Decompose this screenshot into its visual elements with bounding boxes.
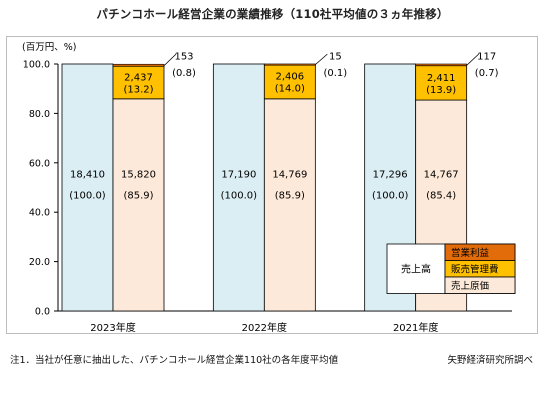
- revenue-pct-label: (100.0): [69, 191, 106, 202]
- legend-item-label: 売上原価: [451, 280, 490, 292]
- profit-value-label: 117: [477, 52, 496, 63]
- revenue-pct-label: (100.0): [372, 191, 409, 202]
- chart-frame: [6, 36, 538, 334]
- cost-value-label: 14,769: [272, 170, 307, 181]
- footnote: 注1．当社が任意に抽出した、パチンコホール経営企業110社の各年度平均値: [10, 355, 339, 366]
- cost-value-label: 15,820: [121, 170, 156, 181]
- cost-bar: [263, 98, 316, 312]
- y-tick-label: 0.0: [35, 307, 50, 318]
- chart-title: パチンコホール経営企業の業績推移（110社平均値の３ヵ年推移）: [96, 7, 449, 21]
- y-tick-label: 40.0: [29, 208, 50, 219]
- sga-pct-label: (13.9): [426, 85, 456, 96]
- sga-bar: [415, 65, 468, 101]
- profit-value-label: 153: [174, 52, 193, 63]
- profit-leader-line: [163, 53, 177, 67]
- sga-pct-label: (14.0): [275, 84, 305, 95]
- cost-pct-label: (85.4): [426, 191, 456, 202]
- x-category-label: 2023年度: [90, 321, 135, 334]
- profit-leader-line: [466, 53, 479, 66]
- sga-value-label: 2,406: [276, 72, 305, 83]
- sga-value-label: 2,437: [124, 73, 153, 84]
- source-note: 矢野経済研究所調べ: [447, 355, 533, 366]
- revenue-value-label: 17,296: [373, 170, 408, 181]
- y-tick-label: 100.0: [23, 60, 50, 71]
- cost-pct-label: (85.9): [123, 191, 153, 202]
- sga-value-label: 2,411: [427, 73, 456, 84]
- profit-pct-label: (0.8): [172, 68, 196, 79]
- legend-group-label: 売上高: [401, 262, 431, 275]
- x-category-label: 2022年度: [242, 321, 287, 334]
- sga-pct-label: (13.2): [123, 85, 153, 96]
- cost-bar: [112, 98, 165, 312]
- profit-pct-label: (0.1): [323, 68, 347, 79]
- profit-value-label: 15: [329, 52, 342, 63]
- unit-label: (百万円、%): [22, 42, 76, 53]
- y-tick-label: 80.0: [29, 109, 50, 120]
- profit-bar: [112, 63, 165, 67]
- cost-pct-label: (85.9): [275, 191, 305, 202]
- cost-value-label: 14,767: [424, 170, 459, 181]
- profit-bar: [415, 63, 467, 67]
- revenue-bar: [212, 63, 265, 312]
- profit-leader-line: [315, 53, 328, 65]
- revenue-bar: [61, 63, 114, 312]
- revenue-value-label: 17,190: [221, 170, 256, 181]
- profit-pct-label: (0.7): [475, 68, 499, 79]
- x-category-label: 2021年度: [393, 321, 438, 334]
- legend-item-label: 営業利益: [451, 247, 490, 259]
- y-tick-label: 20.0: [29, 257, 50, 268]
- profit-bar: [264, 63, 316, 66]
- legend-item-label: 販売管理費: [451, 263, 499, 275]
- revenue-pct-label: (100.0): [221, 191, 258, 202]
- sga-bar: [112, 65, 165, 100]
- revenue-value-label: 18,410: [70, 170, 105, 181]
- y-tick-label: 60.0: [29, 158, 50, 169]
- legend-swatch: [444, 276, 516, 294]
